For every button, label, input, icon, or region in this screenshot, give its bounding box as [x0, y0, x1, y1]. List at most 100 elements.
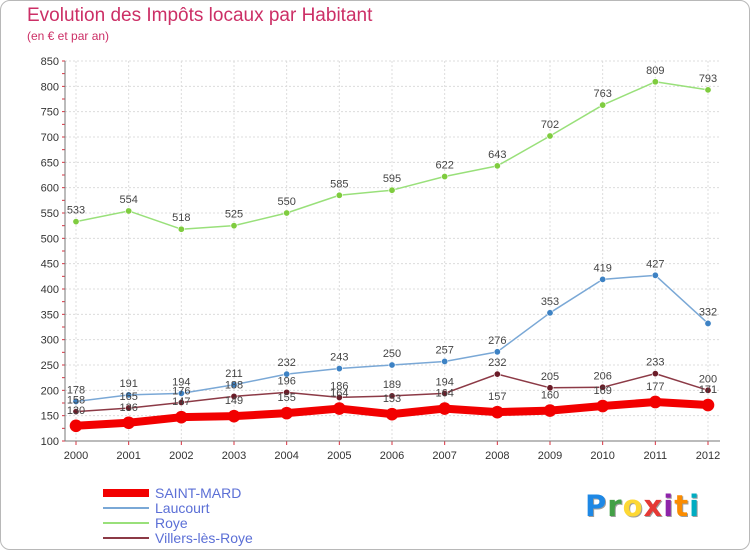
data-label-villers-l-s-roye: 165 [119, 391, 137, 403]
data-point-laucourt [546, 309, 554, 317]
data-label-saint-mard: 177 [646, 381, 664, 393]
data-label-saint-mard: 157 [488, 391, 506, 403]
data-point-villers-l-s-roye [441, 389, 449, 397]
data-point-saint-mard [280, 406, 293, 420]
x-tick-label: 2005 [327, 450, 351, 462]
x-tick-label: 2010 [590, 450, 614, 462]
x-tick-label: 2002 [169, 450, 193, 462]
data-point-villers-l-s-roye [599, 383, 607, 391]
data-point-laucourt [704, 319, 712, 327]
proxiti-logo: Proxiti [585, 489, 700, 523]
data-label-roye: 550 [277, 196, 295, 208]
data-point-saint-mard [543, 404, 557, 417]
y-tick-label: 450 [41, 259, 59, 271]
data-point-roye [230, 222, 238, 230]
legend-swatch [103, 489, 149, 497]
logo-letter: o [622, 489, 644, 523]
data-label-saint-mard: 160 [541, 390, 559, 402]
data-label-roye: 525 [225, 209, 243, 221]
data-point-laucourt [388, 361, 396, 369]
data-label-roye: 702 [541, 119, 559, 131]
data-point-saint-mard [596, 399, 609, 413]
data-label-villers-l-s-roye: 189 [383, 379, 401, 391]
data-point-saint-mard [175, 410, 188, 424]
data-label-villers-l-s-roye: 194 [435, 376, 453, 388]
data-label-saint-mard: 171 [699, 384, 717, 396]
x-tick-label: 2006 [380, 450, 404, 462]
data-point-laucourt [651, 271, 659, 279]
data-label-roye: 643 [488, 149, 506, 161]
data-point-saint-mard [227, 409, 241, 423]
logo-letter: r [607, 489, 623, 523]
data-point-villers-l-s-roye [704, 386, 712, 394]
data-point-roye [599, 101, 607, 109]
data-point-laucourt [283, 370, 291, 378]
legend-label: Villers-lès-Roye [155, 530, 253, 546]
data-label-roye: 809 [646, 65, 664, 77]
data-point-roye [335, 191, 343, 199]
data-point-roye [125, 207, 133, 215]
y-tick-label: 600 [41, 183, 59, 195]
data-label-villers-l-s-roye: 206 [593, 370, 611, 382]
data-label-roye: 533 [67, 205, 85, 217]
data-point-saint-mard [701, 398, 715, 412]
x-tick-label: 2007 [432, 450, 456, 462]
data-point-laucourt [125, 391, 133, 399]
data-label-villers-l-s-roye: 176 [172, 385, 190, 397]
data-point-laucourt [441, 357, 449, 365]
logo-letter: i [663, 489, 675, 523]
x-tick-label: 2004 [274, 450, 298, 462]
data-point-roye [72, 218, 80, 226]
data-label-saint-mard: 136 [119, 402, 137, 414]
y-tick-label: 700 [41, 132, 59, 144]
data-label-laucourt: 276 [488, 335, 506, 347]
y-tick-label: 100 [41, 436, 59, 448]
data-label-laucourt: 178 [67, 384, 85, 396]
data-label-roye: 518 [172, 212, 190, 224]
legend-swatch [103, 537, 149, 539]
data-point-villers-l-s-roye [388, 392, 396, 400]
data-label-laucourt: 191 [119, 378, 137, 390]
data-label-laucourt: 194 [172, 376, 190, 388]
data-point-roye [388, 186, 396, 194]
data-point-villers-l-s-roye [493, 370, 501, 378]
data-label-roye: 763 [593, 88, 611, 100]
y-tick-label: 350 [41, 309, 59, 321]
data-label-saint-mard: 153 [383, 393, 401, 405]
y-tick-label: 500 [41, 233, 59, 245]
data-label-laucourt: 243 [330, 352, 348, 364]
data-label-villers-l-s-roye: 232 [488, 357, 506, 369]
data-label-laucourt: 257 [435, 344, 453, 356]
data-point-saint-mard [333, 402, 346, 415]
legend-item: Laucourt [103, 500, 209, 516]
data-point-roye [704, 86, 712, 94]
logo-letter: P [585, 489, 608, 523]
data-point-villers-l-s-roye [283, 388, 291, 396]
x-tick-label: 2000 [64, 450, 88, 462]
data-label-laucourt: 419 [593, 262, 611, 274]
chart-subtitle: (en € et par an) [27, 29, 110, 43]
x-tick-label: 2012 [696, 450, 720, 462]
data-label-saint-mard: 164 [435, 388, 453, 400]
y-tick-label: 250 [41, 360, 59, 372]
data-point-laucourt [493, 348, 501, 356]
data-point-villers-l-s-roye [546, 384, 554, 392]
data-point-roye [651, 78, 659, 86]
legend-item: Roye [103, 515, 188, 531]
data-label-roye: 585 [330, 178, 348, 190]
data-point-saint-mard [122, 416, 135, 430]
data-label-saint-mard: 169 [593, 385, 611, 397]
legend-swatch [103, 507, 149, 509]
data-point-laucourt [335, 365, 343, 373]
y-tick-label: 650 [41, 157, 59, 169]
data-label-roye: 554 [119, 194, 137, 206]
x-tick-label: 2011 [644, 450, 668, 462]
data-point-saint-mard [69, 419, 83, 433]
x-tick-label: 2001 [116, 450, 140, 462]
data-point-roye [493, 162, 501, 170]
y-tick-label: 300 [41, 335, 59, 347]
y-tick-label: 800 [41, 81, 59, 93]
logo-letter: x [643, 489, 664, 523]
